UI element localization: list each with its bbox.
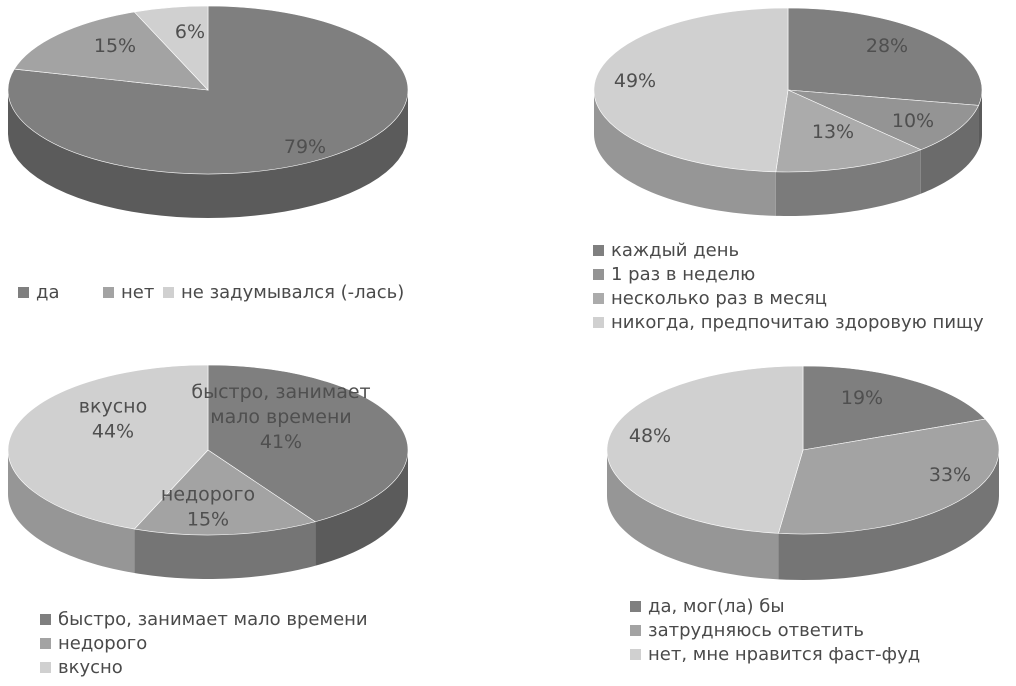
pie-chart-2: 28% 10% 13% 49% каждый день 1 раз в неделю нес… [593,7,984,333]
pie-2-data-label-1: 28% [866,35,908,57]
pie-2-data-label-4: 49% [614,70,656,92]
pie-1-legend-swatch-2 [103,287,114,298]
pie-1-slice-3 [133,5,209,91]
pie-4-side-2 [778,450,999,580]
pie-chart-3: быстро, занимает мало времени 41% недорого 1… [7,364,409,678]
pie-1-legend: да нет не задумывался (-лась) [18,282,404,303]
pie-1-legend-label-2: нет [121,282,154,303]
pie-3-legend-swatch-2 [40,638,51,649]
pie-1-legend-swatch-1 [18,287,29,298]
pie-3-legend-label-1: быстро, занимает мало времени [58,609,368,630]
pie-3-side-2 [134,521,316,579]
pie-2-side-2 [920,105,979,194]
pie-4-legend-swatch-3 [630,649,641,660]
pie-3-slice-2 [133,449,316,536]
pie-4-legend-swatch-1 [630,601,641,612]
pie-2-slice-2 [787,89,980,151]
pie-4-legend-label-3: нет, мне нравится фаст-фуд [648,644,920,665]
pie-4-legend-label-1: да, мог(ла) бы [648,596,785,617]
pie-2-side-4 [594,90,776,216]
pie-2-legend-swatch-2 [593,269,604,280]
pie-1-data-label-2: 15% [94,35,136,57]
pie-3-legend-label-3: вкусно [58,657,123,678]
pie-4-side-3 [607,450,779,580]
pie-4-data-label-2: 33% [929,464,971,486]
pie-4-legend-label-2: затрудняюсь ответить [648,620,864,641]
pie-3-legend-label-2: недорого [58,633,147,654]
pie-4-legend: да, мог(ла) бы затрудняюсь ответить нет, м… [630,596,920,665]
pie-4-slice-3 [606,365,804,534]
pie-2-legend-label-2: 1 раз в неделю [611,264,755,285]
pie-3-data-label-2: недорого 15% [161,484,255,531]
pie-3-data-label-1: быстро, занимает мало времени 41% [191,381,370,453]
pie-4-data-label-1: 19% [841,387,883,409]
pie-1-side-1 [8,90,408,218]
pie-2-legend-label-4: никогда, предпочитаю здоровую пищу [611,312,984,333]
pie-1-legend-label-1: да [36,282,59,303]
pie-2-slice-1 [787,7,983,106]
pie-2-legend-label-1: каждый день [611,240,739,261]
pie-3-legend-swatch-1 [40,614,51,625]
pie-2-legend-swatch-3 [593,293,604,304]
pie-4-legend-swatch-2 [630,625,641,636]
pie-3-legend-swatch-3 [40,662,51,673]
pie-3-side-1 [315,450,408,566]
pie-1-slice-2 [13,11,209,91]
pie-2-slice-4 [593,7,789,173]
pie-4-slice-1 [802,365,986,451]
pie-1-data-label-1: 79% [284,136,326,158]
pie-4-data-label-3: 48% [629,425,671,447]
pie-3-side-3 [8,450,135,574]
pie-1-data-label-3: 6% [175,21,205,43]
pie-1-legend-label-3: не задумывался (-лась) [181,282,404,303]
pie-3-legend: быстро, занимает мало времени недорого вку… [40,609,368,678]
pie-2-data-label-3: 13% [812,121,854,143]
pie-1-legend-swatch-3 [163,287,174,298]
pie-2-side-1 [978,90,982,150]
pie-2-data-label-2: 10% [892,110,934,132]
pie-2-legend: каждый день 1 раз в неделю несколько раз в… [593,240,984,333]
pie-chart-4: 19% 33% 48% да, мог(ла) бы затрудняюсь ответ… [606,365,1000,665]
pie-2-slice-3 [775,89,922,173]
pie-3-slice-1 [207,364,409,523]
pie-chart-1: 79% 15% 6% да нет не задумывался (-лась) [7,5,409,303]
pie-2-legend-label-3: несколько раз в месяц [611,288,827,309]
pie-4-slice-2 [778,418,1000,535]
pie-3-slice-3 [7,364,209,530]
pie-2-side-3 [775,149,921,216]
pie-2-legend-swatch-1 [593,245,604,256]
pie-2-legend-swatch-4 [593,317,604,328]
pie-3-data-label-3: вкусно 44% [79,396,147,443]
